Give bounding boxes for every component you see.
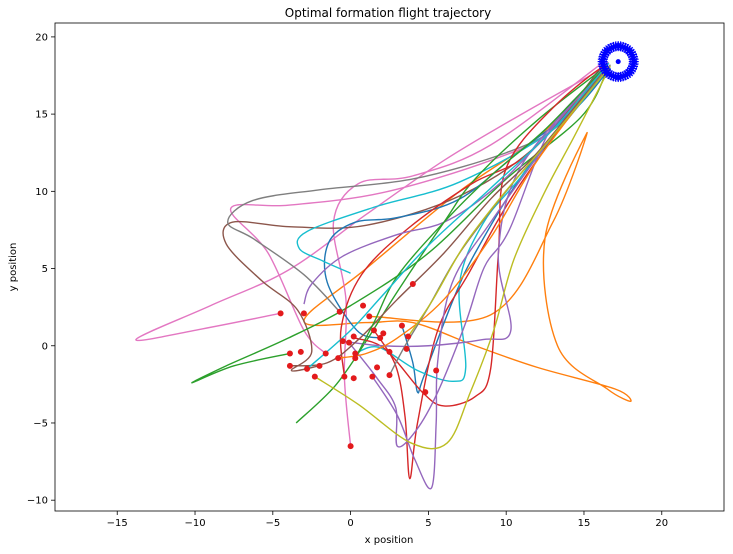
start-point-25 xyxy=(369,373,376,380)
target-star-40 xyxy=(628,54,639,65)
trajectory-line-18 xyxy=(289,65,608,367)
start-point-20 xyxy=(316,362,323,369)
start-point-23 xyxy=(341,373,348,380)
trajectory-line-5 xyxy=(222,62,605,372)
start-point-14 xyxy=(352,350,359,357)
start-point-1 xyxy=(277,310,284,317)
trajectory-line-2 xyxy=(135,67,605,342)
y-tick-label: −5 xyxy=(33,418,48,429)
x-axis-label: x position xyxy=(365,535,414,546)
start-points-layer xyxy=(277,280,440,450)
start-point-5 xyxy=(366,313,373,320)
plot-frame xyxy=(54,22,725,512)
start-point-33 xyxy=(335,355,342,362)
trajectory-line-1 xyxy=(303,70,632,403)
series-layer xyxy=(135,61,632,490)
start-point-29 xyxy=(405,333,412,340)
start-point-15 xyxy=(352,355,359,362)
start-point-22 xyxy=(311,373,318,380)
trajectory-line-13 xyxy=(373,65,607,480)
x-tick-label: 0 xyxy=(347,518,353,529)
y-axis: −10 −5 0 5 10 15 20 xyxy=(27,32,55,507)
start-point-26 xyxy=(386,372,393,379)
start-point-21 xyxy=(304,365,311,372)
start-point-27 xyxy=(374,364,381,371)
x-tick-label: 15 xyxy=(578,518,591,529)
x-tick-label: 10 xyxy=(500,518,513,529)
x-tick-label: −15 xyxy=(107,518,128,529)
start-point-18 xyxy=(286,350,293,357)
trajectory-line-12 xyxy=(339,65,605,407)
start-point-32 xyxy=(347,443,354,450)
start-point-11 xyxy=(350,333,357,340)
start-point-9 xyxy=(380,330,387,337)
trajectory-line-19 xyxy=(338,67,608,359)
trajectory-line-16 xyxy=(342,67,607,348)
target-center xyxy=(615,59,621,65)
start-point-2 xyxy=(300,310,307,317)
start-point-8 xyxy=(370,327,377,334)
x-tick-label: 20 xyxy=(655,518,668,529)
start-point-16 xyxy=(322,350,329,357)
x-axis: −15 −10 −5 0 5 10 15 20 xyxy=(107,511,668,529)
start-point-28 xyxy=(386,348,393,355)
trajectory-line-21 xyxy=(306,62,610,370)
trajectory-line-20 xyxy=(354,64,608,359)
trajectory-line-6 xyxy=(226,67,607,313)
start-point-24 xyxy=(350,375,357,382)
start-point-6 xyxy=(409,280,416,287)
y-tick-label: 10 xyxy=(35,187,48,198)
target-marker xyxy=(597,41,639,83)
start-point-7 xyxy=(398,322,405,329)
start-point-10 xyxy=(377,335,384,342)
y-axis-label: y position xyxy=(8,243,19,292)
x-tick-label: 5 xyxy=(425,518,431,529)
trajectory-line-23 xyxy=(407,65,611,337)
y-tick-label: 15 xyxy=(35,110,48,121)
start-point-34 xyxy=(403,345,410,352)
trajectory-line-14 xyxy=(348,70,607,448)
start-point-31 xyxy=(422,389,429,396)
y-tick-label: −10 xyxy=(27,496,48,507)
trajectory-line-4 xyxy=(230,64,604,354)
start-point-12 xyxy=(346,339,353,346)
start-point-30 xyxy=(433,367,440,374)
y-tick-label: 0 xyxy=(42,341,48,352)
x-tick-label: −10 xyxy=(184,518,205,529)
chart-title: Optimal formation flight trajectory xyxy=(285,6,491,20)
y-tick-label: 5 xyxy=(42,264,48,275)
start-point-4 xyxy=(360,302,367,309)
start-point-13 xyxy=(339,338,346,345)
y-tick-label: 20 xyxy=(35,32,48,43)
start-point-3 xyxy=(336,308,343,315)
trajectory-line-17 xyxy=(314,69,610,450)
start-point-17 xyxy=(297,348,304,355)
x-tick-label: −5 xyxy=(265,518,280,529)
start-point-19 xyxy=(286,362,293,369)
trajectory-line-3 xyxy=(332,61,605,447)
